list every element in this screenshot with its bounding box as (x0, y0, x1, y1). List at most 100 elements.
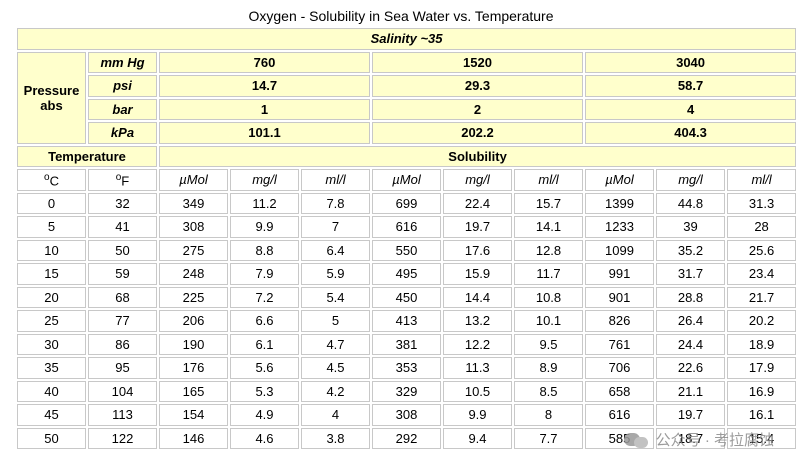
solubility-cell: 44.8 (656, 192, 725, 214)
solubility-cell: 9.4 (443, 427, 512, 449)
solubility-cell: 28.8 (656, 286, 725, 308)
solubility-cell: 176 (159, 357, 228, 379)
solubility-cell: 7.2 (230, 286, 299, 308)
solubility-cell: 15.9 (443, 263, 512, 285)
solubility-cell: 10.5 (443, 380, 512, 402)
solubility-cell: 1399 (585, 192, 654, 214)
solubility-cell: 13.2 (443, 310, 512, 332)
temp-f-cell: 113 (88, 404, 157, 426)
solubility-cell: 11.2 (230, 192, 299, 214)
table-row: 40 104 165 5.3 4.2 329 10.5 8.5 658 21.1 16.9 (17, 380, 797, 402)
temp-c-cell: 20 (17, 286, 86, 308)
solubility-cell: 16.9 (727, 380, 797, 402)
solubility-cell: 154 (159, 404, 228, 426)
temp-c-cell: 0 (17, 192, 86, 214)
solubility-unit-header: µMol (159, 169, 228, 191)
temp-f-cell: 59 (88, 263, 157, 285)
solubility-cell: 23.4 (727, 263, 797, 285)
solubility-cell: 6.1 (230, 333, 299, 355)
solubility-cell: 17.9 (727, 357, 797, 379)
temp-c-cell: 15 (17, 263, 86, 285)
solubility-cell: 450 (372, 286, 441, 308)
solubility-unit-header: ml/l (514, 169, 583, 191)
temp-f-cell: 77 (88, 310, 157, 332)
solubility-unit-header: ml/l (727, 169, 797, 191)
solubility-cell: 15.4 (727, 427, 797, 449)
solubility-cell: 9.9 (443, 404, 512, 426)
solubility-cell: 991 (585, 263, 654, 285)
group-header-row: Temperature Solubility (17, 145, 797, 167)
solubility-cell: 35.2 (656, 239, 725, 261)
solubility-cell: 7.9 (230, 263, 299, 285)
solubility-cell: 4.6 (230, 427, 299, 449)
solubility-cell: 4.5 (301, 357, 370, 379)
solubility-cell: 5 (301, 310, 370, 332)
temp-c-cell: 35 (17, 357, 86, 379)
temp-f-cell: 122 (88, 427, 157, 449)
solubility-cell: 19.7 (656, 404, 725, 426)
solubility-cell: 18.7 (656, 427, 725, 449)
solubility-cell: 8.9 (514, 357, 583, 379)
temp-f-cell: 41 (88, 216, 157, 238)
solubility-cell: 20.2 (727, 310, 797, 332)
solubility-cell: 5.4 (301, 286, 370, 308)
pressure-value: 14.7 (159, 75, 370, 97)
solubility-cell: 22.4 (443, 192, 512, 214)
pressure-row: psi 14.7 29.3 58.7 (17, 75, 797, 97)
solubility-cell: 24.4 (656, 333, 725, 355)
temp-f-cell: 32 (88, 192, 157, 214)
temp-c-cell: 45 (17, 404, 86, 426)
solubility-cell: 14.4 (443, 286, 512, 308)
solubility-cell: 4.9 (230, 404, 299, 426)
pressure-value: 1 (159, 98, 370, 120)
salinity-row: Salinity ~35 (17, 28, 797, 50)
pressure-unit: kPa (88, 122, 157, 144)
pressure-label-abs: abs (40, 97, 63, 113)
solubility-cell: 308 (372, 404, 441, 426)
pressure-row: Pressure abs mm Hg 760 1520 3040 (17, 51, 797, 144)
salinity-header: Salinity ~35 (17, 28, 797, 50)
solubility-table: Salinity ~35 Pressure abs mm Hg 760 1520… (15, 26, 798, 451)
solubility-cell: 5.6 (230, 357, 299, 379)
pressure-value: 29.3 (372, 75, 583, 97)
temp-f-cell: 68 (88, 286, 157, 308)
solubility-cell: 11.7 (514, 263, 583, 285)
temp-c-cell: 40 (17, 380, 86, 402)
pressure-unit: mm Hg (88, 51, 157, 73)
solubility-cell: 6.4 (301, 239, 370, 261)
watermark-text: 公众号 · 考拉腐蚀 (655, 432, 774, 449)
solubility-unit-header: µMol (585, 169, 654, 191)
pressure-unit: psi (88, 75, 157, 97)
solubility-cell: 616 (372, 216, 441, 238)
table-row: 30 86 190 6.1 4.7 381 12.2 9.5 761 24.4 18.9 (17, 333, 797, 355)
solubility-cell: 901 (585, 286, 654, 308)
fahrenheit-header: oF (88, 169, 157, 191)
degree-sign: o (44, 171, 50, 183)
celsius-header: oC (17, 169, 86, 191)
unit-row: oC oF µMol mg/l ml/l µMol mg/l ml/l µMol mg/l ml… (17, 169, 797, 191)
solubility-cell: 16.1 (727, 404, 797, 426)
solubility-unit-header: ml/l (301, 169, 370, 191)
solubility-cell: 146 (159, 427, 228, 449)
solubility-cell: 26.4 (656, 310, 725, 332)
celsius-unit: C (49, 172, 59, 188)
solubility-unit-header: mg/l (656, 169, 725, 191)
table-row: 45 113 154 4.9 4 308 9.9 8 616 19.7 16.1 (17, 404, 797, 426)
solubility-cell: 308 (159, 216, 228, 238)
solubility-cell: 1233 (585, 216, 654, 238)
solubility-cell: 761 (585, 333, 654, 355)
pressure-value: 4 (585, 98, 797, 120)
pressure-value: 58.7 (585, 75, 797, 97)
solubility-cell: 10.8 (514, 286, 583, 308)
solubility-cell: 3.8 (301, 427, 370, 449)
pressure-value: 404.3 (585, 122, 797, 144)
solubility-cell: 21.7 (727, 286, 797, 308)
pressure-value: 2 (372, 98, 583, 120)
fahrenheit-unit: F (121, 172, 130, 188)
pressure-value: 202.2 (372, 122, 583, 144)
solubility-cell: 6.6 (230, 310, 299, 332)
solubility-cell: 8.8 (230, 239, 299, 261)
temp-c-cell: 25 (17, 310, 86, 332)
pressure-value: 101.1 (159, 122, 370, 144)
solubility-cell: 495 (372, 263, 441, 285)
